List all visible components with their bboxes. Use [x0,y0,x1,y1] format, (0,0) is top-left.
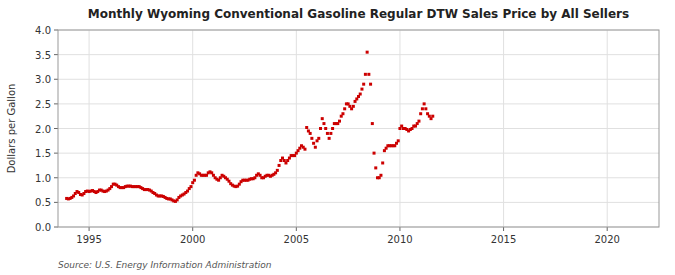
point [317,137,320,140]
tick [89,227,90,231]
point [305,126,308,129]
tick [54,54,58,55]
point [364,73,367,76]
tick-label: 3.0 [35,74,51,85]
point [189,185,192,188]
point [369,83,372,86]
point [379,174,382,177]
point [352,105,355,108]
point [338,120,341,123]
point [309,132,312,135]
grid-line [58,202,659,203]
point [366,51,369,54]
tick [607,227,608,231]
point [419,112,422,115]
tick-label: 3.5 [35,50,51,61]
point [359,93,362,96]
point [276,169,279,172]
tick-label: 4.0 [35,25,51,36]
point [314,146,317,149]
axes: 0.0 0.5 1.0 1.5 2.0 2.5 3.0 3.5 4.0 1995 2000 2005 2… [35,25,659,245]
tick [54,79,58,80]
grid-line [58,79,659,80]
tick [399,227,400,231]
point [328,137,331,140]
tick-label: 2015 [491,234,516,245]
point [319,127,322,130]
tick [54,202,58,203]
point [312,142,315,145]
tick-label: 2.5 [35,99,51,110]
grid-line [296,30,297,227]
tick [54,227,58,228]
point [343,107,346,110]
points [65,51,434,203]
point [329,132,332,135]
tick [54,153,58,154]
grid-line [192,30,193,227]
point [360,88,363,91]
tick [503,227,504,231]
point [326,132,329,135]
point [374,166,377,169]
tick [54,30,58,31]
tick-label: 2.0 [35,124,51,135]
grid-line [58,153,659,154]
point [310,137,313,140]
tick-label: 2005 [284,234,309,245]
grid-line [58,177,659,178]
point [371,122,374,125]
point [362,83,365,86]
tick-label: 1995 [76,234,101,245]
point [278,164,281,167]
point [423,102,426,105]
point [303,148,306,151]
title: Monthly Wyoming Conventional Gasoline Re… [88,7,629,21]
tick [54,177,58,178]
tick-label: 2000 [180,234,205,245]
point [431,115,434,118]
grid-line [58,103,659,104]
tick-label: 1.5 [35,148,51,159]
tick [192,227,193,231]
plot-frame [58,30,659,227]
grid-line [503,30,504,227]
point [321,117,324,120]
point [397,139,400,142]
source-note: Source: U.S. Energy Information Administ… [58,260,272,270]
tick [296,227,297,231]
tick-label: 2010 [387,234,412,245]
point [341,112,344,115]
grid-line [58,54,659,55]
tick-label: 0.0 [35,222,51,233]
grid-line [89,30,90,227]
point [417,120,420,123]
tick-label: 1.0 [35,173,51,184]
grid [58,30,659,227]
point [367,73,370,76]
point [331,127,334,130]
grid-line [58,128,659,129]
point [193,179,196,182]
tick-label: 0.5 [35,197,51,208]
point [381,161,384,164]
point [322,122,325,125]
tick [54,103,58,104]
tick-label: 2020 [594,234,619,245]
point [373,152,376,155]
tick [54,128,58,129]
chart: Monthly Wyoming Conventional Gasoline Re… [0,0,675,275]
point [424,107,427,110]
point [421,107,424,110]
axis-label: Dollars per Gallon [6,84,17,174]
grid-line [399,30,400,227]
grid-line [607,30,608,227]
point [324,127,327,130]
